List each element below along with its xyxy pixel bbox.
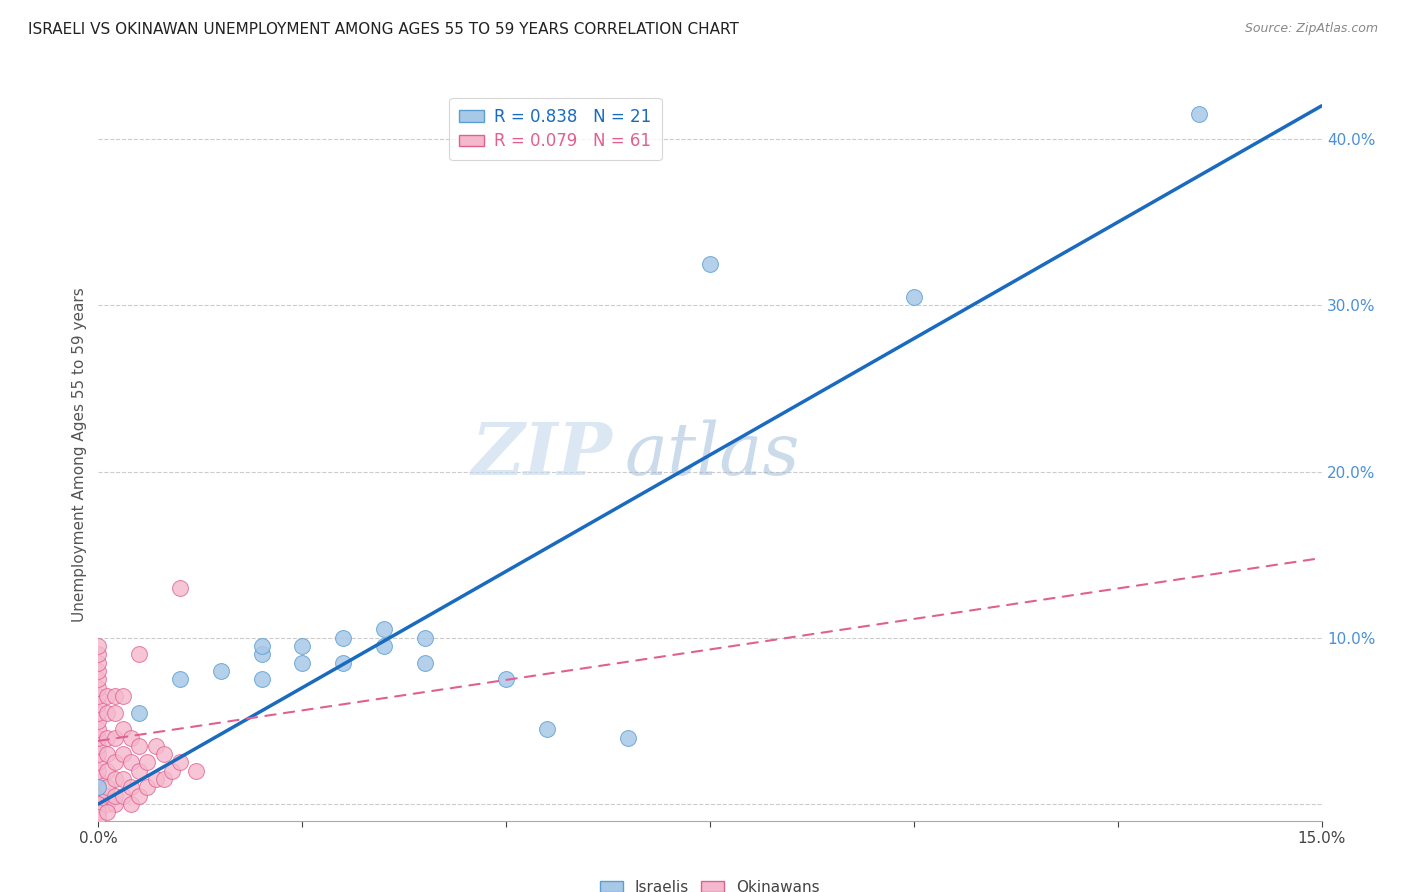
Point <box>87 780 110 795</box>
Point <box>145 739 167 753</box>
Point <box>160 764 183 778</box>
Text: ZIP: ZIP <box>471 419 612 491</box>
Point <box>96 805 118 820</box>
Point <box>87 698 110 712</box>
Point <box>96 764 118 778</box>
Point <box>87 706 110 720</box>
Point <box>120 731 142 745</box>
Point <box>87 673 110 687</box>
Point <box>87 656 110 670</box>
Point <box>169 581 191 595</box>
Point <box>104 731 127 745</box>
Text: ISRAELI VS OKINAWAN UNEMPLOYMENT AMONG AGES 55 TO 59 YEARS CORRELATION CHART: ISRAELI VS OKINAWAN UNEMPLOYMENT AMONG A… <box>28 22 740 37</box>
Point <box>145 772 167 786</box>
Point <box>291 639 314 653</box>
Text: Source: ZipAtlas.com: Source: ZipAtlas.com <box>1244 22 1378 36</box>
Point <box>413 631 436 645</box>
Point <box>373 639 395 653</box>
Point <box>87 714 110 728</box>
Point <box>104 756 127 770</box>
Point <box>87 648 110 662</box>
Point <box>291 656 314 670</box>
Point <box>87 681 110 695</box>
Point <box>87 747 110 761</box>
Point <box>87 764 110 778</box>
Point <box>128 706 150 720</box>
Point <box>96 689 118 703</box>
Point <box>186 764 208 778</box>
Point <box>96 780 118 795</box>
Point <box>111 723 134 737</box>
Point <box>120 797 142 811</box>
Point <box>152 772 174 786</box>
Y-axis label: Unemployment Among Ages 55 to 59 years: Unemployment Among Ages 55 to 59 years <box>72 287 87 623</box>
Legend: Israelis, Okinawans: Israelis, Okinawans <box>593 873 827 892</box>
Point <box>87 789 110 803</box>
Point <box>495 673 517 687</box>
Point <box>96 747 118 761</box>
Point <box>87 756 110 770</box>
Point <box>699 257 721 271</box>
Point <box>111 789 134 803</box>
Point <box>87 731 110 745</box>
Point <box>250 648 273 662</box>
Point <box>96 731 118 745</box>
Point <box>413 656 436 670</box>
Point <box>332 656 354 670</box>
Point <box>111 747 134 761</box>
Point <box>104 797 127 811</box>
Point <box>152 747 174 761</box>
Point <box>250 673 273 687</box>
Point <box>96 797 118 811</box>
Point <box>128 789 150 803</box>
Point <box>87 739 110 753</box>
Point <box>209 664 232 678</box>
Point <box>128 739 150 753</box>
Point <box>136 756 159 770</box>
Point <box>169 673 191 687</box>
Point <box>104 789 127 803</box>
Point <box>87 797 110 811</box>
Point <box>617 731 640 745</box>
Point <box>96 789 118 803</box>
Point <box>136 780 159 795</box>
Point <box>332 631 354 645</box>
Point <box>536 723 558 737</box>
Point <box>104 706 127 720</box>
Point <box>104 689 127 703</box>
Point <box>903 290 925 304</box>
Point <box>111 772 134 786</box>
Point <box>96 706 118 720</box>
Point <box>87 810 110 824</box>
Point <box>87 723 110 737</box>
Point <box>111 689 134 703</box>
Text: atlas: atlas <box>624 419 800 491</box>
Point <box>373 623 395 637</box>
Point <box>87 689 110 703</box>
Point <box>87 805 110 820</box>
Point <box>87 664 110 678</box>
Point <box>87 639 110 653</box>
Point <box>120 756 142 770</box>
Point <box>169 756 191 770</box>
Point <box>250 639 273 653</box>
Point <box>128 764 150 778</box>
Point <box>104 772 127 786</box>
Point <box>128 648 150 662</box>
Point <box>87 772 110 786</box>
Point <box>120 780 142 795</box>
Point <box>1188 107 1211 121</box>
Point <box>87 780 110 795</box>
